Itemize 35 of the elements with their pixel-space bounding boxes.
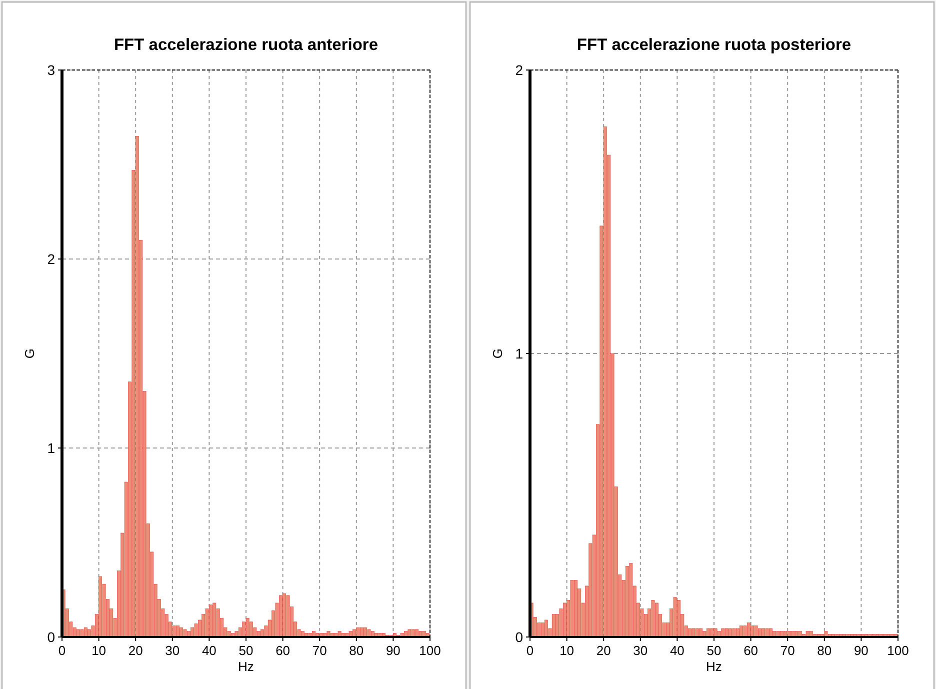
y-tick-label: 1 <box>47 440 56 456</box>
chart-title: FFT accelerazione ruota anteriore <box>114 36 378 54</box>
y-tick-label: 1 <box>515 346 524 362</box>
y-tick-label: 2 <box>47 251 56 267</box>
y-axis-title: G <box>22 348 37 359</box>
x-tick-label: 90 <box>386 643 400 658</box>
x-tick-label: 90 <box>854 643 868 658</box>
y-tick-label: 0 <box>515 629 524 645</box>
chart-title: FFT accelerazione ruota posteriore <box>576 36 852 54</box>
x-tick-label: 20 <box>128 643 143 658</box>
x-tick-label: 50 <box>238 643 254 658</box>
y-axis-title: G <box>490 348 505 359</box>
x-tick-label: 10 <box>560 643 574 658</box>
x-axis-title: Hz <box>706 659 722 674</box>
x-tick-label: 20 <box>596 643 611 658</box>
x-tick-label: 100 <box>887 643 909 658</box>
x-tick-label: 10 <box>92 643 106 658</box>
x-tick-label: 0 <box>58 643 66 658</box>
x-tick-label: 50 <box>706 643 722 658</box>
x-tick-label: 60 <box>276 643 290 658</box>
x-tick-label: 40 <box>670 643 684 658</box>
y-tick-label: 3 <box>47 62 56 78</box>
x-tick-label: 100 <box>419 643 441 658</box>
x-tick-label: 70 <box>312 643 327 658</box>
x-axis-title: Hz <box>238 659 254 674</box>
y-tick-label: 0 <box>47 629 56 645</box>
x-tick-label: 0 <box>526 643 534 658</box>
x-tick-label: 80 <box>349 643 364 658</box>
x-tick-label: 40 <box>202 643 216 658</box>
x-tick-label: 30 <box>165 643 180 658</box>
y-tick-label: 2 <box>515 62 524 78</box>
x-tick-label: 60 <box>744 643 758 658</box>
x-tick-label: 70 <box>780 643 795 658</box>
x-tick-label: 80 <box>817 643 832 658</box>
x-tick-label: 30 <box>633 643 648 658</box>
